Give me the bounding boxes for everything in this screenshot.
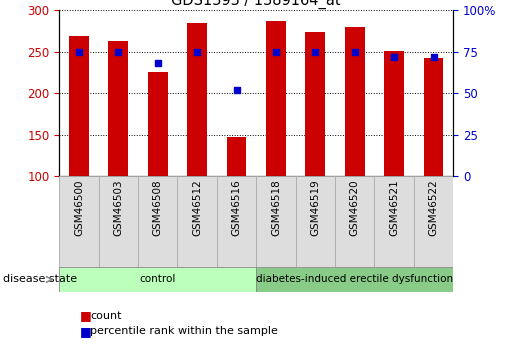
Point [351, 49, 359, 55]
Bar [69, 36, 89, 176]
Bar [148, 72, 167, 176]
Bar [256, 267, 453, 292]
Point [75, 49, 83, 55]
Point [311, 49, 319, 55]
Bar [305, 32, 325, 176]
Point [193, 49, 201, 55]
Bar [227, 137, 246, 176]
Text: GSM46518: GSM46518 [271, 180, 281, 236]
Text: GSM46503: GSM46503 [113, 180, 123, 236]
Bar [335, 176, 374, 267]
Text: GSM46500: GSM46500 [74, 180, 84, 236]
Bar [109, 41, 128, 176]
Text: GSM46520: GSM46520 [350, 180, 359, 236]
Text: ■: ■ [80, 309, 92, 322]
Title: GDS1393 / 1389164_at: GDS1393 / 1389164_at [171, 0, 341, 9]
Text: GSM46522: GSM46522 [428, 180, 438, 236]
Text: count: count [90, 311, 122, 321]
Bar [296, 176, 335, 267]
Text: GSM46519: GSM46519 [311, 180, 320, 236]
Text: GSM46508: GSM46508 [153, 180, 163, 236]
Text: ■: ■ [80, 325, 92, 338]
Bar [177, 176, 217, 267]
Bar [187, 23, 207, 176]
Point [430, 54, 438, 59]
Text: control: control [140, 275, 176, 284]
Text: disease state: disease state [3, 275, 77, 284]
Point [114, 49, 123, 55]
Bar [414, 176, 453, 267]
Bar [424, 58, 443, 176]
Point [153, 61, 162, 66]
Text: GSM46521: GSM46521 [389, 180, 399, 236]
Bar [59, 176, 99, 267]
Point [272, 49, 280, 55]
Text: GSM46512: GSM46512 [192, 180, 202, 236]
Bar [384, 51, 404, 176]
Bar [256, 176, 296, 267]
Bar [99, 176, 138, 267]
Text: GSM46516: GSM46516 [232, 180, 242, 236]
Bar [374, 176, 414, 267]
Text: percentile rank within the sample: percentile rank within the sample [90, 326, 278, 336]
Bar [266, 21, 286, 176]
Point [390, 54, 398, 59]
Bar [138, 176, 177, 267]
Bar [59, 267, 256, 292]
Text: diabetes-induced erectile dysfunction: diabetes-induced erectile dysfunction [256, 275, 453, 284]
Point [232, 87, 241, 92]
Bar [217, 176, 256, 267]
Bar [345, 27, 365, 176]
